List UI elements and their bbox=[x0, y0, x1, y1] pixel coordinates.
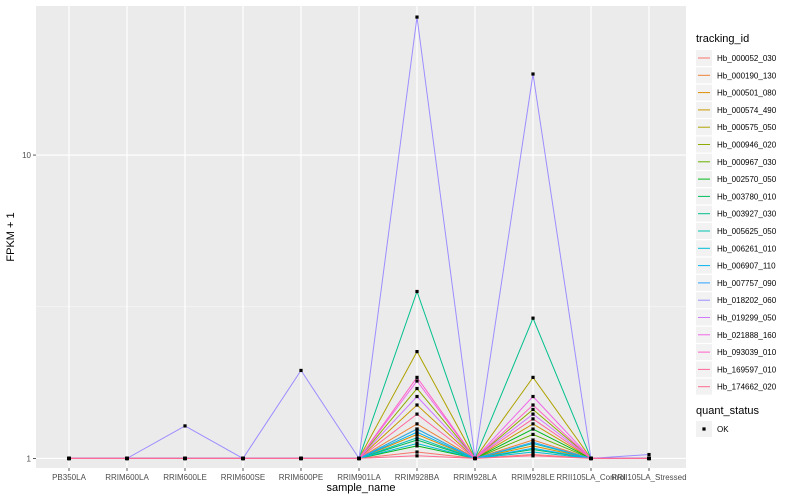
legend-label: Hb_000501_080 bbox=[717, 89, 777, 98]
data-point bbox=[415, 386, 419, 391]
legend-label: Hb_005625_050 bbox=[717, 227, 777, 236]
data-point bbox=[415, 289, 419, 294]
y-axis-title: FPKM + 1 bbox=[5, 212, 17, 261]
x-tick-label: PB350LA bbox=[52, 473, 86, 482]
data-point bbox=[415, 427, 419, 431]
plot-panel bbox=[36, 6, 686, 468]
legend-shape-label: OK bbox=[717, 425, 729, 434]
data-point bbox=[531, 72, 535, 76]
y-tick-label: 10 bbox=[22, 151, 31, 160]
legend-label: Hb_000967_030 bbox=[717, 158, 777, 167]
data-point bbox=[415, 349, 419, 354]
data-point bbox=[241, 456, 245, 461]
legend-label: Hb_000946_020 bbox=[717, 141, 777, 150]
data-point bbox=[531, 403, 535, 407]
legend-color-items: Hb_000052_030 Hb_000190_130 Hb_000501_080 H… bbox=[696, 50, 777, 395]
legend: tracking_id Hb_000052_030Hb_000190_130Hb… bbox=[696, 33, 777, 437]
x-tick-label: RRIM600LA bbox=[105, 473, 149, 482]
data-point bbox=[67, 456, 71, 461]
data-point bbox=[415, 412, 419, 416]
data-point bbox=[415, 379, 419, 383]
x-tick-label: RRIM600SE bbox=[221, 473, 265, 482]
legend-shape-items: OK bbox=[696, 421, 729, 437]
x-tick-label: RRII105LA_Stressed bbox=[611, 473, 686, 482]
x-axis-title: sample_name bbox=[326, 482, 395, 494]
data-point bbox=[531, 440, 535, 444]
data-point bbox=[531, 432, 535, 437]
data-point bbox=[415, 432, 419, 437]
data-point bbox=[415, 430, 419, 434]
data-point bbox=[531, 444, 535, 448]
legend-color-title: tracking_id bbox=[696, 33, 749, 45]
x-tick-label: RRIM928LE bbox=[511, 473, 555, 482]
data-point bbox=[473, 456, 477, 461]
data-point bbox=[299, 368, 303, 373]
major-gridlines bbox=[36, 6, 686, 468]
legend-label: Hb_019299_050 bbox=[717, 314, 777, 323]
data-point bbox=[531, 422, 535, 426]
data-point bbox=[531, 427, 535, 431]
legend-label: Hb_000052_030 bbox=[717, 54, 777, 63]
data-point bbox=[647, 456, 651, 461]
data-point bbox=[183, 424, 187, 428]
legend-label: Hb_093039_010 bbox=[717, 348, 777, 357]
legend-label: Hb_021888_160 bbox=[717, 331, 777, 340]
series-points bbox=[67, 15, 651, 461]
legend-shape-key-point bbox=[702, 427, 706, 431]
data-point bbox=[299, 456, 303, 461]
data-point bbox=[415, 394, 419, 399]
legend-shape-title: quant_status bbox=[696, 405, 759, 417]
data-point bbox=[647, 452, 651, 457]
data-point bbox=[415, 403, 419, 407]
data-point bbox=[531, 446, 535, 450]
data-point bbox=[531, 412, 535, 416]
data-point bbox=[415, 436, 419, 440]
x-tick-label: RRIM600LE bbox=[163, 473, 207, 482]
data-point bbox=[531, 454, 535, 458]
data-point bbox=[531, 407, 535, 412]
data-point bbox=[531, 438, 535, 442]
data-point bbox=[531, 375, 535, 379]
data-point bbox=[415, 15, 419, 19]
legend-label: Hb_007757_090 bbox=[717, 279, 777, 288]
data-point bbox=[531, 394, 535, 399]
x-tick-label: RRII105LA_Control bbox=[556, 473, 626, 482]
data-point bbox=[415, 375, 419, 379]
data-point bbox=[125, 456, 129, 461]
legend-label: Hb_169597_010 bbox=[717, 365, 777, 374]
data-point bbox=[415, 454, 419, 458]
legend-label: Hb_000575_050 bbox=[717, 123, 777, 132]
data-point bbox=[357, 456, 361, 461]
legend-label: Hb_006907_110 bbox=[717, 262, 776, 271]
legend-label: Hb_000574_490 bbox=[717, 106, 777, 115]
data-point bbox=[415, 441, 419, 446]
data-point bbox=[415, 450, 419, 454]
legend-label: Hb_006261_010 bbox=[717, 244, 777, 253]
x-tick-label: RRIM928LA bbox=[453, 473, 497, 482]
legend-label: Hb_002570_050 bbox=[717, 175, 777, 184]
legend-label: Hb_174662_020 bbox=[717, 383, 777, 392]
data-point bbox=[415, 438, 419, 442]
x-tick-label: RRIM901LA bbox=[337, 473, 381, 482]
data-point bbox=[415, 444, 419, 448]
legend-label: Hb_003780_010 bbox=[717, 192, 777, 201]
data-point bbox=[415, 422, 419, 426]
y-tick-label: 1 bbox=[27, 454, 32, 463]
data-point bbox=[589, 456, 593, 461]
legend-label: Hb_003927_030 bbox=[717, 210, 777, 219]
x-tick-label: RRIM600PE bbox=[279, 473, 323, 482]
axes: 1 10 PB350LA RRIM600LA RRIM600LE RRIM600SE RRI… bbox=[22, 151, 686, 482]
legend-label: Hb_000190_130 bbox=[717, 71, 777, 80]
legend-label: Hb_018202_060 bbox=[717, 296, 777, 305]
data-point bbox=[531, 316, 535, 320]
data-point bbox=[183, 456, 187, 461]
data-point bbox=[531, 417, 535, 421]
data-point bbox=[531, 450, 535, 454]
x-tick-label: RRIM928BA bbox=[395, 473, 440, 482]
